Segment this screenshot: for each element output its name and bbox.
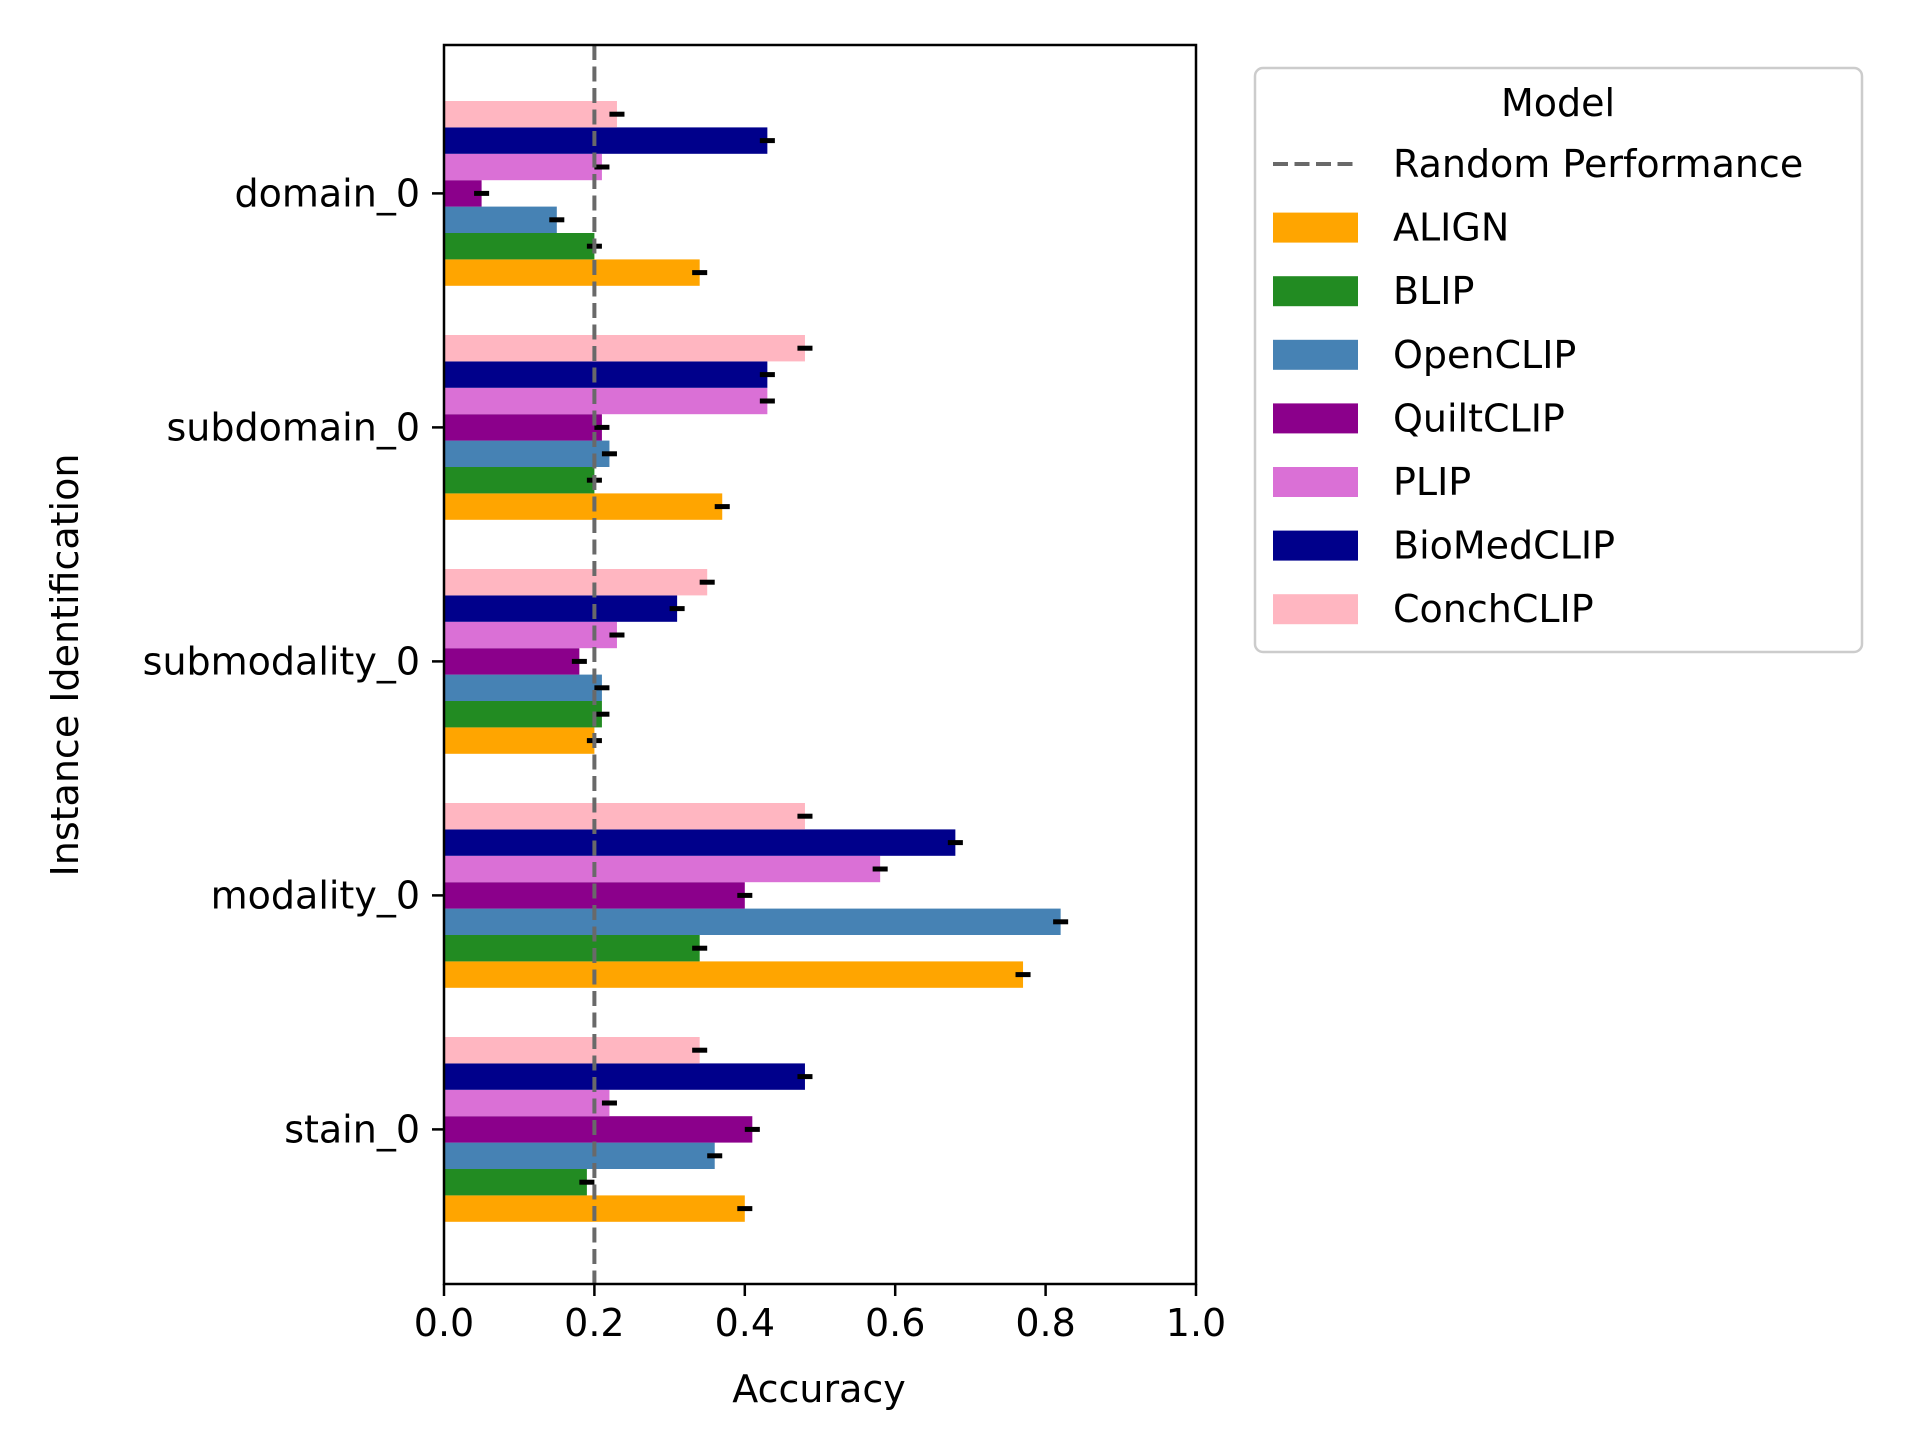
x-tick-label: 0.6 [865,1301,925,1345]
bar-domain-0-align [444,259,700,286]
bar-subdomain-0-conchclip [444,335,805,362]
legend-swatch-blip [1273,276,1358,307]
bar-stain-0-plip [444,1089,610,1117]
x-tick-label: 0.2 [564,1301,624,1345]
legend: Model Random Performance ALIGN BLIP OpenCLI… [1253,66,1864,654]
x-tick-label: 0.8 [1015,1301,1075,1345]
y-axis-label: Instance Identification [43,454,87,877]
legend-swatch-conchclip [1273,594,1358,625]
x-tick-label: 0.0 [414,1301,474,1345]
y-tick-label-subdomain-0: subdomain_0 [167,405,421,449]
bar-subdomain-0-plip [444,387,768,415]
x-axis-label: Accuracy [732,1367,906,1411]
bar-modality-0-openclip [444,908,1061,935]
bar-modality-0-conchclip [444,803,805,830]
bar-domain-0-openclip [444,206,557,233]
bar-submodality-0-plip [444,621,617,649]
x-axis-ticks: 0.0 0.2 0.4 0.6 0.8 1.0 [414,1284,1226,1345]
bar-domain-0-plip [444,153,602,181]
y-axis-ticks: domain_0 subdomain_0 submodality_0 modality… [143,171,444,1151]
bar-submodality-0-blip [444,701,602,728]
legend-swatch-openclip [1273,339,1358,370]
legend-label-quiltclip: QuiltCLIP [1393,396,1565,440]
legend-box [1253,66,1864,654]
legend-label-blip: BLIP [1393,269,1474,313]
legend-label-random-performance: Random Performance [1393,142,1803,186]
y-tick-label-domain-0: domain_0 [235,171,421,215]
bar-stain-0-quiltclip [444,1116,753,1143]
y-tick-label-submodality-0: submodality_0 [143,639,420,683]
bar-subdomain-0-blip [444,467,595,494]
legend-items: Random Performance ALIGN BLIP OpenCLIP Quilt… [1273,142,1803,631]
bar-stain-0-blip [444,1169,587,1196]
bar-subdomain-0-align [444,493,723,520]
x-tick-label: 1.0 [1166,1301,1226,1345]
bar-modality-0-blip [444,935,700,962]
legend-label-biomedclip: BioMedCLIP [1393,524,1615,568]
legend-swatch-biomedclip [1273,530,1358,561]
x-tick-label: 0.4 [715,1301,775,1345]
bar-submodality-0-openclip [444,674,602,701]
bar-subdomain-0-openclip [444,440,610,467]
bar-modality-0-align [444,961,1024,988]
legend-label-align: ALIGN [1393,206,1509,250]
legend-swatch-plip [1273,467,1358,497]
bar-stain-0-conchclip [444,1037,700,1064]
plot-frame [442,43,1198,1286]
legend-label-openclip: OpenCLIP [1393,333,1576,377]
legend-swatch-quiltclip [1273,403,1358,434]
bar-stain-0-openclip [444,1142,715,1169]
y-tick-label-modality-0: modality_0 [211,873,420,917]
bar-submodality-0-align [444,727,595,754]
bar-stain-0-biomedclip [444,1063,805,1090]
bar-subdomain-0-biomedclip [444,361,768,388]
bar-subdomain-0-quiltclip [444,414,602,441]
bar-modality-0-plip [444,855,881,883]
legend-label-conchclip: ConchCLIP [1393,587,1594,631]
y-tick-label-stain-0: stain_0 [284,1107,420,1151]
bar-submodality-0-conchclip [444,569,708,596]
bar-domain-0-biomedclip [444,127,768,154]
bar-submodality-0-biomedclip [444,595,678,622]
bar-submodality-0-quiltclip [444,648,580,675]
bar-domain-0-conchclip [444,101,617,128]
bar-domain-0-blip [444,233,595,260]
bar-modality-0-biomedclip [444,829,956,856]
legend-title: Model [1501,81,1615,125]
legend-swatch-align [1273,212,1358,243]
bars-group [444,101,1061,1222]
legend-label-plip: PLIP [1393,460,1471,504]
